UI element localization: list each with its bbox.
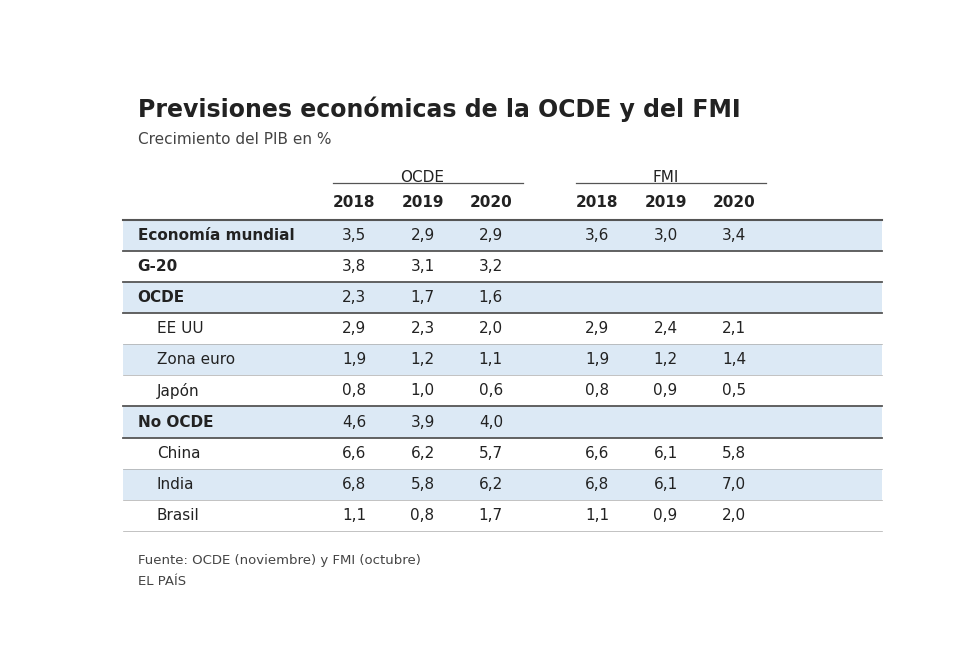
Bar	[122, 407, 882, 438]
Text: 2,1: 2,1	[722, 321, 746, 336]
Text: 2,3: 2,3	[342, 290, 367, 305]
Text: 2,0: 2,0	[722, 508, 746, 523]
Text: FMI: FMI	[653, 170, 679, 185]
Bar	[122, 313, 882, 344]
Text: India: India	[157, 477, 194, 492]
Bar	[122, 344, 882, 375]
Text: 2018: 2018	[333, 195, 375, 211]
Text: No OCDE: No OCDE	[137, 415, 214, 430]
Text: EE UU: EE UU	[157, 321, 203, 336]
Bar	[122, 220, 882, 251]
Text: 3,0: 3,0	[654, 228, 677, 243]
Text: 0,8: 0,8	[342, 384, 367, 398]
Text: Economía mundial: Economía mundial	[137, 228, 294, 243]
Text: 4,6: 4,6	[342, 415, 367, 430]
Text: 0,9: 0,9	[654, 508, 677, 523]
Text: China: China	[157, 445, 200, 461]
Text: 0,5: 0,5	[722, 384, 746, 398]
Text: 0,8: 0,8	[585, 384, 610, 398]
Text: 1,6: 1,6	[479, 290, 503, 305]
Text: 2020: 2020	[712, 195, 756, 211]
Text: 1,1: 1,1	[342, 508, 367, 523]
Text: 3,4: 3,4	[722, 228, 746, 243]
Text: 4,0: 4,0	[479, 415, 503, 430]
Text: Fuente: OCDE (noviembre) y FMI (octubre): Fuente: OCDE (noviembre) y FMI (octubre)	[137, 554, 420, 567]
Bar	[122, 438, 882, 468]
Text: 1,9: 1,9	[342, 352, 367, 367]
Text: 1,1: 1,1	[479, 352, 503, 367]
Bar	[122, 282, 882, 313]
Text: Brasil: Brasil	[157, 508, 199, 523]
Text: 3,6: 3,6	[585, 228, 610, 243]
Text: 2,0: 2,0	[479, 321, 503, 336]
Text: 6,1: 6,1	[654, 445, 677, 461]
Text: OCDE: OCDE	[137, 290, 185, 305]
Text: 6,6: 6,6	[342, 445, 367, 461]
Text: 6,2: 6,2	[479, 477, 503, 492]
Text: 5,8: 5,8	[411, 477, 434, 492]
Text: 2,3: 2,3	[411, 321, 434, 336]
Text: 5,7: 5,7	[479, 445, 503, 461]
Bar	[122, 468, 882, 500]
Text: Previsiones económicas de la OCDE y del FMI: Previsiones económicas de la OCDE y del …	[137, 97, 740, 122]
Text: 2,9: 2,9	[479, 228, 503, 243]
Text: 1,2: 1,2	[654, 352, 677, 367]
Text: 3,5: 3,5	[342, 228, 367, 243]
Text: 6,6: 6,6	[585, 445, 610, 461]
Text: OCDE: OCDE	[401, 170, 445, 185]
Text: 2018: 2018	[576, 195, 618, 211]
Text: 3,8: 3,8	[342, 259, 367, 274]
Text: 3,2: 3,2	[479, 259, 503, 274]
Text: EL PAÍS: EL PAÍS	[137, 576, 186, 588]
Text: 2,9: 2,9	[411, 228, 434, 243]
Text: 1,0: 1,0	[411, 384, 434, 398]
Bar	[122, 500, 882, 531]
Text: 3,1: 3,1	[411, 259, 434, 274]
Text: 6,8: 6,8	[585, 477, 610, 492]
Text: 2020: 2020	[469, 195, 513, 211]
Bar	[122, 375, 882, 407]
Text: 1,4: 1,4	[722, 352, 746, 367]
Text: 0,8: 0,8	[411, 508, 434, 523]
Text: 0,9: 0,9	[654, 384, 677, 398]
Text: G-20: G-20	[137, 259, 178, 274]
Text: 2019: 2019	[644, 195, 687, 211]
Text: Zona euro: Zona euro	[157, 352, 235, 367]
Text: 3,9: 3,9	[411, 415, 435, 430]
Text: 1,7: 1,7	[411, 290, 434, 305]
Text: 1,2: 1,2	[411, 352, 434, 367]
Text: Crecimiento del PIB en %: Crecimiento del PIB en %	[137, 132, 331, 147]
Text: 2,9: 2,9	[585, 321, 610, 336]
Text: 2,9: 2,9	[342, 321, 367, 336]
Text: Japón: Japón	[157, 383, 199, 399]
Text: 1,9: 1,9	[585, 352, 610, 367]
Text: 6,8: 6,8	[342, 477, 367, 492]
Text: 1,7: 1,7	[479, 508, 503, 523]
Text: 5,8: 5,8	[722, 445, 746, 461]
Text: 6,2: 6,2	[411, 445, 434, 461]
Text: 7,0: 7,0	[722, 477, 746, 492]
Text: 2019: 2019	[401, 195, 444, 211]
Text: 0,6: 0,6	[479, 384, 503, 398]
Bar	[122, 251, 882, 282]
Text: 1,1: 1,1	[585, 508, 610, 523]
Text: 6,1: 6,1	[654, 477, 677, 492]
Text: 2,4: 2,4	[654, 321, 677, 336]
